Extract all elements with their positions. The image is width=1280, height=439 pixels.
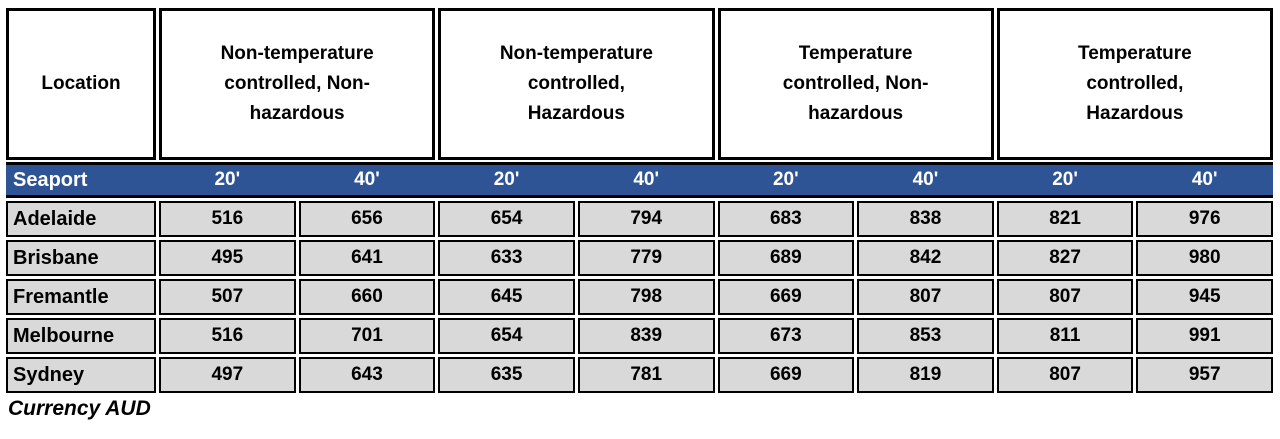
rate-cell: 819 bbox=[857, 357, 994, 393]
container-size-header: 20' bbox=[1052, 169, 1078, 190]
rate-cell: 798 bbox=[577, 279, 715, 315]
rate-cell: 654 bbox=[438, 201, 575, 237]
rate-cell: 660 bbox=[298, 279, 436, 315]
rate-cell: 495 bbox=[159, 240, 296, 276]
rate-cell: 516 bbox=[159, 318, 296, 354]
rate-cell: 957 bbox=[1136, 357, 1273, 393]
rate-cell: 635 bbox=[438, 357, 575, 393]
currency-note: Currency AUD bbox=[8, 397, 151, 420]
rate-cell: 516 bbox=[159, 201, 296, 237]
rate-cell: 633 bbox=[438, 240, 575, 276]
location-cell: Adelaide bbox=[6, 201, 156, 237]
container-size-header: 20' bbox=[772, 169, 799, 190]
table-row-melbourne: Melbourne 516 701 654 839 673 853 811 99… bbox=[6, 318, 1273, 354]
rate-cell: 656 bbox=[298, 201, 436, 237]
rate-cell: 991 bbox=[1136, 318, 1273, 354]
table-row-brisbane: Brisbane 495 641 633 779 689 842 827 980 bbox=[6, 240, 1273, 276]
seaport-label: Seaport bbox=[13, 168, 88, 191]
table-row-sydney: Sydney 497 643 635 781 669 819 807 957 bbox=[6, 357, 1273, 393]
group-header-label: Temperature controlled, Hazardous bbox=[1078, 43, 1192, 124]
rate-cell: 701 bbox=[298, 318, 436, 354]
rate-cell: 976 bbox=[1136, 201, 1273, 237]
container-size-header: 40' bbox=[1191, 169, 1218, 190]
rate-cell: 842 bbox=[857, 240, 994, 276]
container-size-header: 40' bbox=[633, 169, 660, 190]
rate-cell: 689 bbox=[717, 240, 855, 276]
seaport-rates-table: Location Non-temperature controlled, Non… bbox=[6, 8, 1273, 393]
group-header-label: Temperature controlled, Non-hazardous bbox=[782, 43, 929, 124]
rate-cell: 980 bbox=[1136, 240, 1273, 276]
group-header-nontemp-nonhaz: Non-temperature controlled, Non-hazardou… bbox=[159, 8, 436, 160]
rate-cell: 669 bbox=[717, 357, 855, 393]
location-column-header: Location bbox=[6, 8, 156, 160]
rate-cell: 838 bbox=[857, 201, 994, 237]
container-size-header: 40' bbox=[354, 169, 380, 190]
group-header-temp-haz: Temperature controlled, Hazardous bbox=[996, 8, 1273, 160]
rate-cell: 794 bbox=[577, 201, 715, 237]
location-cell: Sydney bbox=[6, 357, 156, 393]
rate-cell: 807 bbox=[857, 279, 994, 315]
rate-cell: 683 bbox=[717, 201, 855, 237]
rate-cell: 945 bbox=[1136, 279, 1273, 315]
rate-cell: 807 bbox=[996, 357, 1134, 393]
rate-cell: 821 bbox=[996, 201, 1134, 237]
rate-cell: 497 bbox=[159, 357, 296, 393]
location-cell: Brisbane bbox=[6, 240, 156, 276]
rate-cell: 853 bbox=[857, 318, 994, 354]
rate-cell: 673 bbox=[717, 318, 855, 354]
rate-cell: 645 bbox=[438, 279, 575, 315]
rate-cell: 811 bbox=[996, 318, 1134, 354]
table-row-fremantle: Fremantle 507 660 645 798 669 807 807 94… bbox=[6, 279, 1273, 315]
rate-cell: 779 bbox=[577, 240, 715, 276]
rate-cell: 781 bbox=[577, 357, 715, 393]
rate-cell: 641 bbox=[298, 240, 436, 276]
rate-cell: 507 bbox=[159, 279, 296, 315]
group-header-label: Non-temperature controlled, Hazardous bbox=[499, 43, 653, 124]
rate-cell: 669 bbox=[717, 279, 855, 315]
rate-cell: 654 bbox=[438, 318, 575, 354]
group-header-temp-nonhaz: Temperature controlled, Non-hazardous bbox=[717, 8, 994, 160]
rate-cell: 827 bbox=[996, 240, 1134, 276]
group-header-label: Non-temperature controlled, Non-hazardou… bbox=[220, 43, 374, 124]
container-size-header: 20' bbox=[214, 169, 241, 190]
seaport-band-grid: Seaport 20' 40' 20' 40' 20' 40' 20' 40' bbox=[6, 165, 1273, 195]
table-row-adelaide: Adelaide 516 656 654 794 683 838 821 976 bbox=[6, 201, 1273, 237]
rate-cell: 839 bbox=[577, 318, 715, 354]
container-size-header: 20' bbox=[493, 169, 520, 190]
table-header-row: Location Non-temperature controlled, Non… bbox=[6, 8, 1273, 160]
container-size-header: 40' bbox=[912, 169, 939, 190]
seaport-band-row: Seaport 20' 40' 20' 40' 20' 40' 20' 40' bbox=[6, 162, 1273, 198]
location-cell: Fremantle bbox=[6, 279, 156, 315]
group-header-nontemp-haz: Non-temperature controlled, Hazardous bbox=[438, 8, 715, 160]
rate-cell: 807 bbox=[996, 279, 1134, 315]
rate-cell: 643 bbox=[298, 357, 436, 393]
location-cell: Melbourne bbox=[6, 318, 156, 354]
